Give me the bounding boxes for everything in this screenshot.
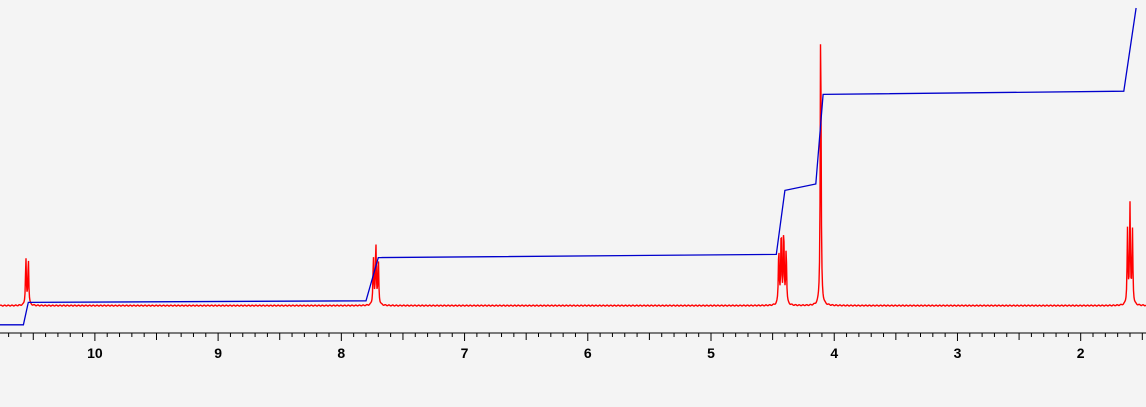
spectrum-line (0, 44, 1146, 307)
x-tick-label: 5 (707, 345, 715, 361)
x-tick-label: 3 (954, 345, 962, 361)
x-tick-label: 7 (461, 345, 469, 361)
x-tick-label: 8 (337, 345, 345, 361)
integral-line (0, 7, 1137, 326)
x-tick-label: 6 (584, 345, 592, 361)
x-tick-label: 2 (1077, 345, 1085, 361)
x-tick-label: 4 (830, 345, 838, 361)
x-tick-label: 9 (214, 345, 222, 361)
x-tick-label: 10 (87, 345, 103, 361)
